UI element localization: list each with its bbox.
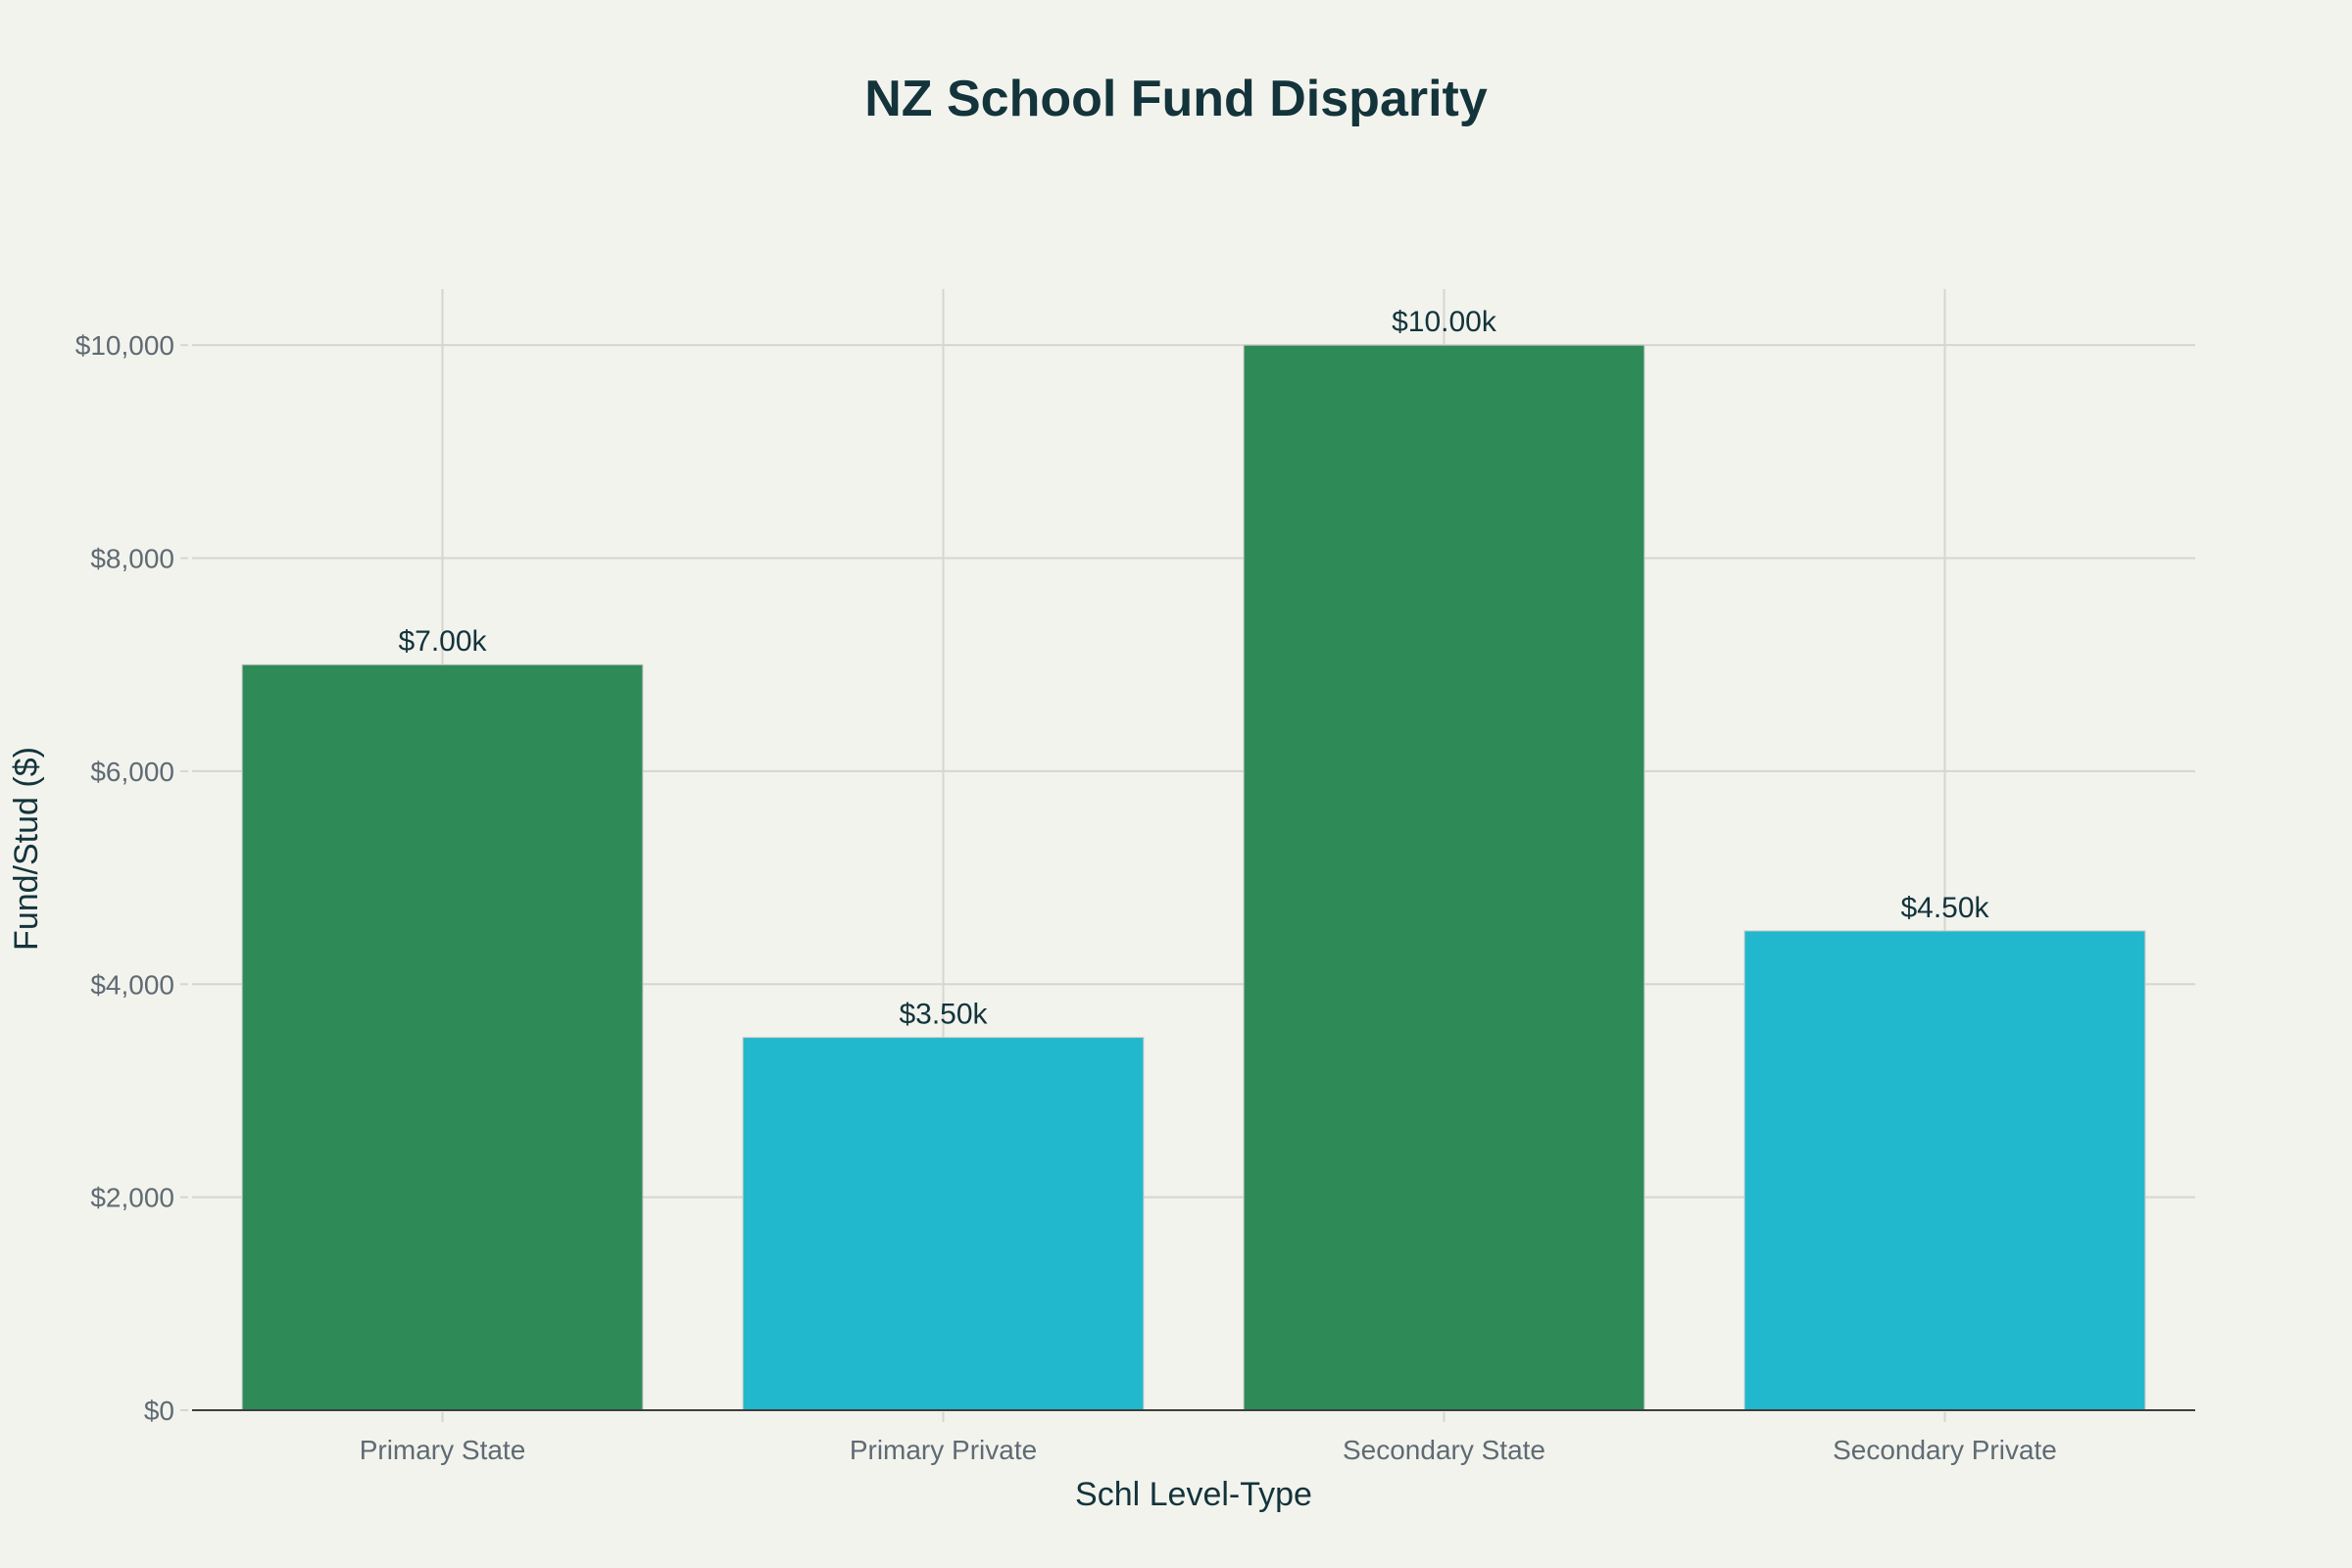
axes: $0 $2,000 $4,000 $6,000 $8,000 $10,000 Primary… xyxy=(75,330,2195,1465)
data-label: $7.00k xyxy=(398,625,487,658)
x-tick-label: Secondary Private xyxy=(1833,1435,2057,1465)
bar xyxy=(241,663,644,1411)
chart-title: NZ School Fund Disparity xyxy=(864,71,1488,127)
y-tick-label: $4,000 xyxy=(90,969,174,1000)
y-tick-label: $0 xyxy=(144,1396,174,1426)
y-tick-label: $6,000 xyxy=(90,757,174,787)
x-tick-label: Secondary State xyxy=(1343,1435,1545,1465)
bar xyxy=(1243,344,1645,1411)
y-tick-label: $10,000 xyxy=(75,330,174,361)
bars: $7.00k $3.50k $10.00k $4.50k xyxy=(241,306,2146,1411)
y-axis-title: Fund/Stud ($) xyxy=(8,747,45,951)
bar xyxy=(742,1037,1145,1411)
x-axis-title: Schl Level-Type xyxy=(1075,1476,1312,1513)
x-tick-label: Primary State xyxy=(360,1435,526,1465)
bar xyxy=(1743,930,2146,1411)
data-label: $4.50k xyxy=(1900,892,1989,924)
x-tick-label: Primary Private xyxy=(850,1435,1037,1465)
y-tick-label: $8,000 xyxy=(90,544,174,574)
data-label: $10.00k xyxy=(1392,306,1497,338)
data-label: $3.50k xyxy=(899,999,988,1031)
y-tick-label: $2,000 xyxy=(90,1183,174,1213)
